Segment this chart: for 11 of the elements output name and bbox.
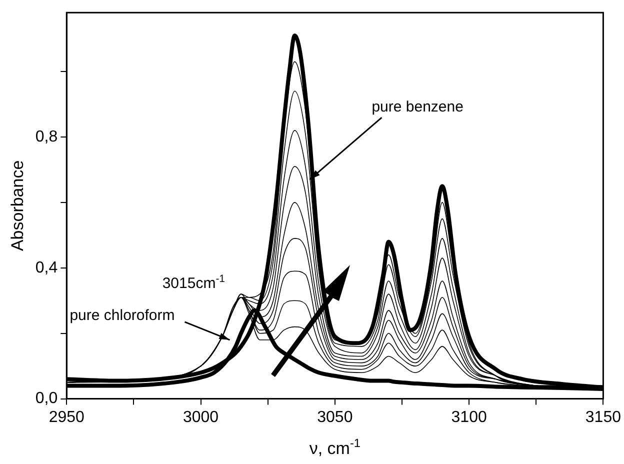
y-tick-label: 0,0 xyxy=(35,390,58,408)
x-tick-label: 3000 xyxy=(182,408,219,426)
y-tick-label: 0,8 xyxy=(35,128,58,146)
x-tick-label: 3150 xyxy=(585,408,622,426)
x-tick-label: 3050 xyxy=(317,408,353,426)
annotation: pure chloroform xyxy=(70,306,175,324)
annotation: pure benzene xyxy=(372,98,464,116)
x-tick-label: 3100 xyxy=(451,408,487,426)
x-tick-label: 2950 xyxy=(48,408,85,426)
y-axis-title: Absorbance xyxy=(8,160,27,252)
y-tick-label: 0,4 xyxy=(35,259,58,276)
